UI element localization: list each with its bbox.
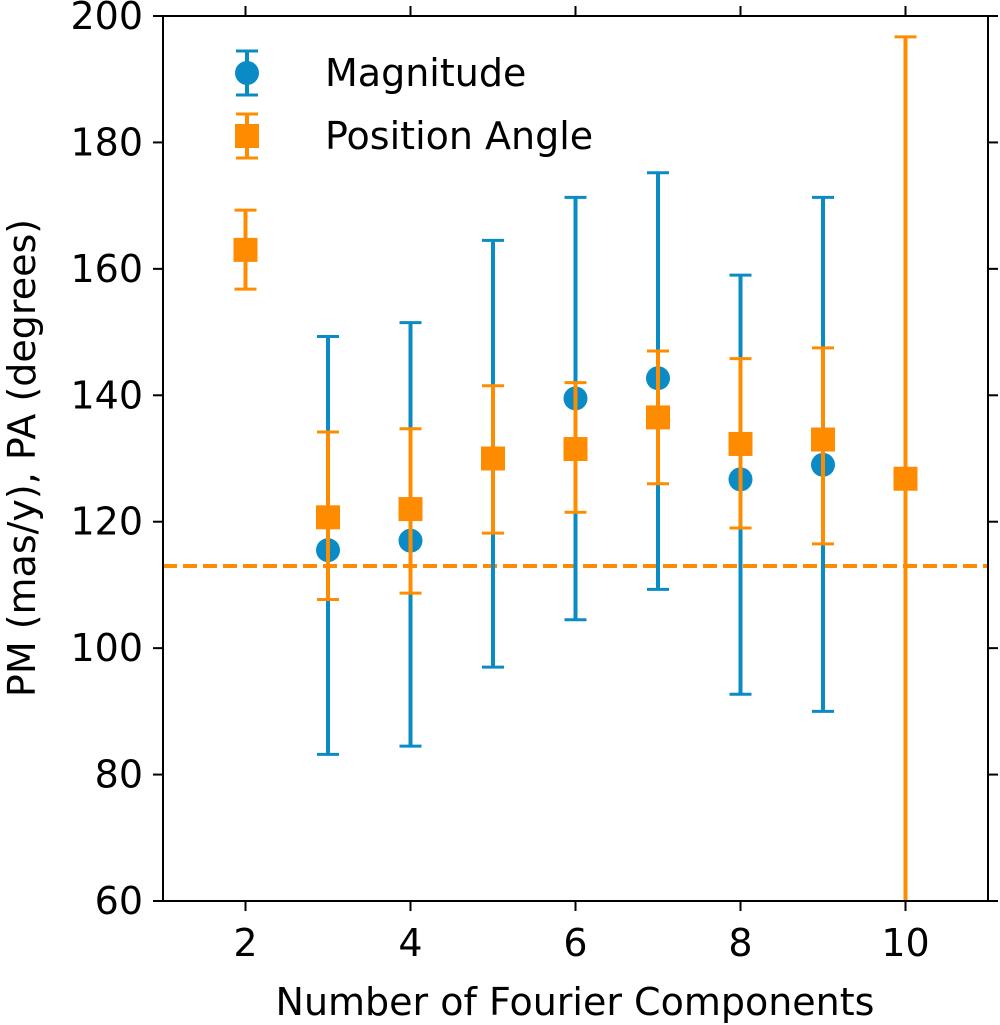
legend: Magnitude Position Angle bbox=[235, 49, 593, 160]
y-tick-label: 160 bbox=[70, 247, 143, 291]
marker-square bbox=[233, 237, 258, 262]
series-position-angle bbox=[233, 35, 918, 901]
x-tick-label: 4 bbox=[398, 921, 422, 965]
legend-marker-circle bbox=[235, 61, 259, 85]
axis-tick-labels: 2 4 6 8 10 60 80 100 120 140 160 180 200 bbox=[70, 0, 929, 965]
marker-square bbox=[893, 466, 918, 491]
y-tick-label: 120 bbox=[70, 500, 143, 544]
data-point bbox=[316, 430, 340, 601]
marker-square bbox=[811, 427, 835, 452]
marker-square bbox=[481, 446, 505, 471]
marker-square bbox=[398, 497, 423, 522]
x-tick-label: 2 bbox=[233, 921, 257, 965]
y-tick-label: 100 bbox=[70, 626, 143, 670]
marker-square bbox=[646, 405, 670, 430]
x-tick-label: 10 bbox=[881, 921, 929, 965]
y-tick-label: 60 bbox=[95, 879, 143, 923]
data-point bbox=[811, 346, 835, 546]
data-point bbox=[233, 208, 258, 291]
legend-label: Position Angle bbox=[325, 114, 593, 158]
series-layer bbox=[233, 35, 918, 901]
legend-item-position-angle: Position Angle bbox=[235, 112, 593, 160]
x-axis-label: Number of Fourier Components bbox=[276, 980, 875, 1024]
legend-item-magnitude: Magnitude bbox=[235, 49, 526, 97]
marker-square bbox=[316, 505, 340, 530]
data-point bbox=[481, 384, 505, 535]
data-point bbox=[563, 381, 588, 514]
y-tick-label: 200 bbox=[70, 0, 143, 38]
y-tick-label: 140 bbox=[70, 373, 143, 417]
data-point bbox=[646, 349, 670, 486]
y-tick-label: 180 bbox=[70, 120, 143, 164]
marker-square bbox=[728, 431, 753, 456]
legend-marker-square bbox=[235, 124, 259, 148]
y-axis-label: PM (mas/y), PA (degrees) bbox=[0, 219, 44, 697]
data-point bbox=[893, 35, 918, 901]
marker-square bbox=[563, 437, 588, 462]
data-point bbox=[728, 357, 753, 530]
x-tick-label: 8 bbox=[728, 921, 752, 965]
x-tick-label: 6 bbox=[563, 921, 587, 965]
data-point bbox=[398, 427, 423, 595]
legend-label: Magnitude bbox=[325, 51, 526, 95]
axis-ticks bbox=[153, 6, 998, 911]
y-tick-label: 80 bbox=[95, 753, 143, 797]
